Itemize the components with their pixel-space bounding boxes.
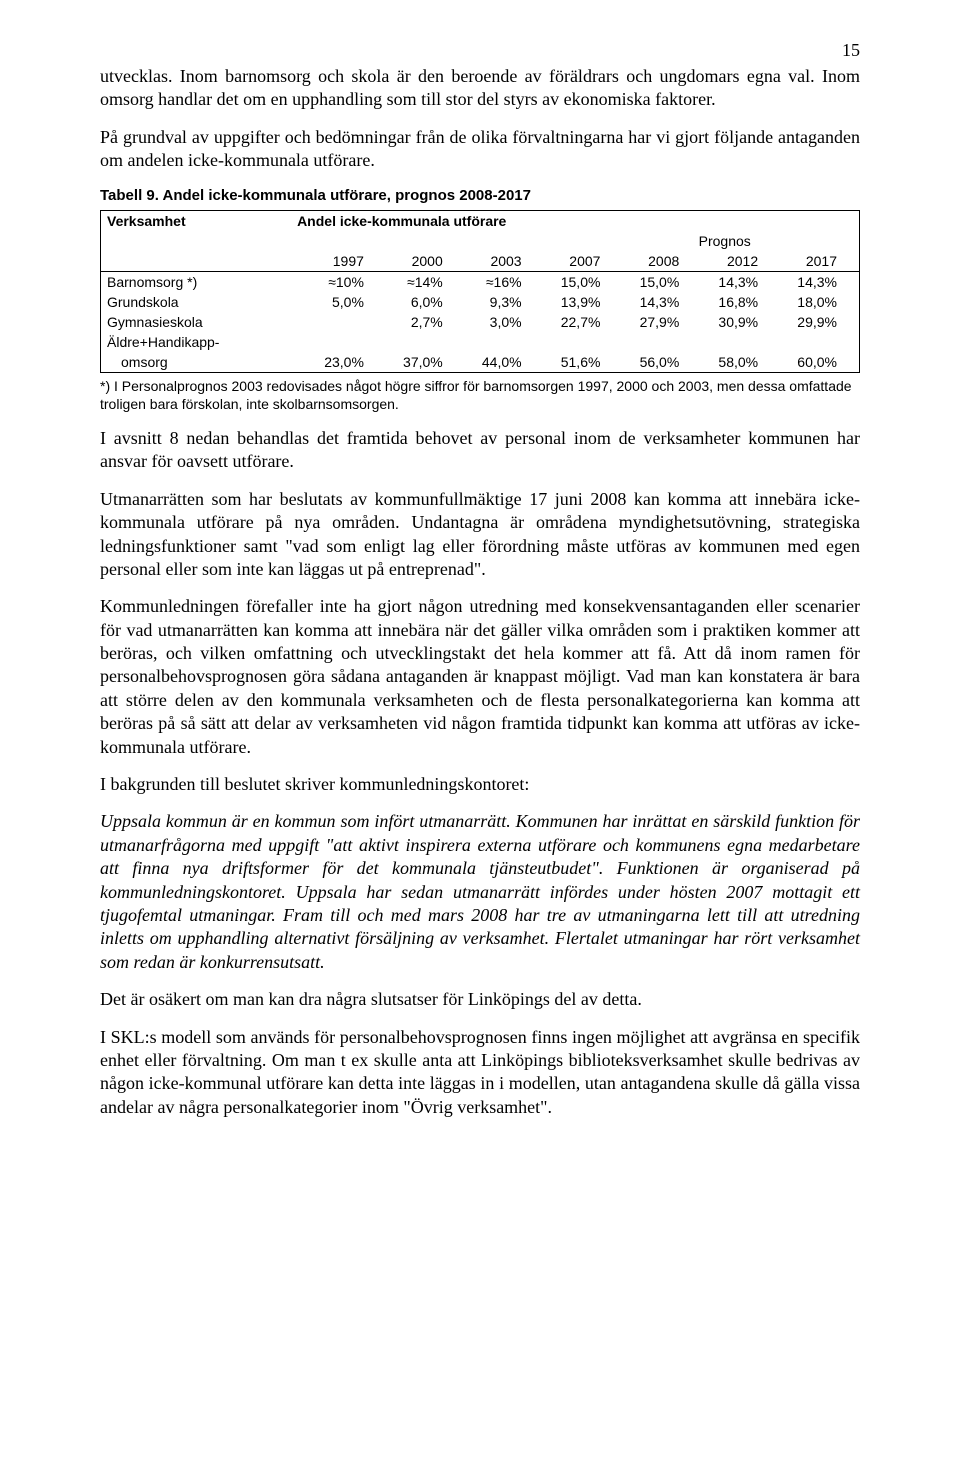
table-cell: 3,0%	[449, 312, 528, 332]
table-cell: 13,9%	[528, 292, 607, 312]
page-number: 15	[100, 40, 860, 61]
table-cell: 2,7%	[370, 312, 449, 332]
table-cell: ≈16%	[449, 271, 528, 292]
table-cell-empty	[449, 231, 528, 251]
table-row-label: Barnomsorg *)	[101, 271, 292, 292]
paragraph-7-italic: Uppsala kommun är en kommun som infört u…	[100, 810, 860, 974]
table-cell: 60,0%	[764, 352, 843, 373]
table-cell: ≈14%	[370, 271, 449, 292]
table-cell: 27,9%	[606, 312, 685, 332]
table-cell: 58,0%	[685, 352, 764, 373]
table-cell	[764, 332, 843, 352]
table-spacer	[843, 312, 860, 332]
table-cell-empty	[101, 251, 292, 272]
data-table: Verksamhet Andel icke-kommunala utförare…	[100, 210, 860, 373]
table-cell: 9,3%	[449, 292, 528, 312]
table-cell: 30,9%	[685, 312, 764, 332]
table-spacer	[843, 210, 860, 231]
table-spacer	[843, 352, 860, 373]
table-spacer	[843, 251, 860, 272]
table-spacer	[843, 292, 860, 312]
table-footnote: *) I Personalprognos 2003 redovisades nå…	[100, 377, 860, 413]
table-year: 2017	[764, 251, 843, 272]
table-header-andel: Andel icke-kommunala utförare	[291, 210, 843, 231]
table-spacer	[843, 332, 860, 352]
table-cell: 15,0%	[606, 271, 685, 292]
table-cell: 6,0%	[370, 292, 449, 312]
table-row-label: Gymnasieskola	[101, 312, 292, 332]
table-cell-empty	[291, 231, 370, 251]
table-cell	[606, 332, 685, 352]
table-cell: 14,3%	[685, 271, 764, 292]
table-cell: 23,0%	[291, 352, 370, 373]
table-cell: 16,8%	[685, 292, 764, 312]
table-cell	[449, 332, 528, 352]
table-cell: ≈10%	[291, 271, 370, 292]
table-cell-empty	[101, 231, 292, 251]
table-cell	[291, 312, 370, 332]
paragraph-9: I SKL:s modell som används för personalb…	[100, 1026, 860, 1120]
paragraph-6: I bakgrunden till beslutet skriver kommu…	[100, 773, 860, 796]
table-year: 2008	[606, 251, 685, 272]
table-cell-empty	[370, 231, 449, 251]
table-cell: 15,0%	[528, 271, 607, 292]
table-spacer	[843, 231, 860, 251]
table-cell: 14,3%	[606, 292, 685, 312]
table-year: 2007	[528, 251, 607, 272]
paragraph-1: utvecklas. Inom barnomsorg och skola är …	[100, 65, 860, 112]
table-year: 1997	[291, 251, 370, 272]
table-cell: 22,7%	[528, 312, 607, 332]
table-year: 2012	[685, 251, 764, 272]
paragraph-4: Utmanarrätten som har beslutats av kommu…	[100, 488, 860, 582]
table-cell: 14,3%	[764, 271, 843, 292]
table-cell: 18,0%	[764, 292, 843, 312]
table-header-verksamhet: Verksamhet	[101, 210, 292, 231]
table-row-label: omsorg	[101, 352, 292, 373]
document-page: 15 utvecklas. Inom barnomsorg och skola …	[0, 0, 960, 1173]
table-cell: 56,0%	[606, 352, 685, 373]
table-cell: 29,9%	[764, 312, 843, 332]
table-caption: Tabell 9. Andel icke-kommunala utförare,…	[100, 187, 860, 204]
table-spacer	[843, 271, 860, 292]
paragraph-3: I avsnitt 8 nedan behandlas det framtida…	[100, 427, 860, 474]
table-cell	[528, 332, 607, 352]
table-row-label: Grundskola	[101, 292, 292, 312]
table-cell: 51,6%	[528, 352, 607, 373]
table-year: 2003	[449, 251, 528, 272]
paragraph-2: På grundval av uppgifter och bedömningar…	[100, 126, 860, 173]
table-cell	[685, 332, 764, 352]
table-cell: 37,0%	[370, 352, 449, 373]
table-year: 2000	[370, 251, 449, 272]
table-cell: 44,0%	[449, 352, 528, 373]
table-cell: 5,0%	[291, 292, 370, 312]
paragraph-8: Det är osäkert om man kan dra några slut…	[100, 988, 860, 1011]
table-row-label: Äldre+Handikapp-	[101, 332, 292, 352]
table-prognos-label: Prognos	[606, 231, 843, 251]
table-cell	[291, 332, 370, 352]
table-cell-empty	[528, 231, 607, 251]
table-cell	[370, 332, 449, 352]
paragraph-5: Kommunledningen förefaller inte ha gjort…	[100, 595, 860, 759]
